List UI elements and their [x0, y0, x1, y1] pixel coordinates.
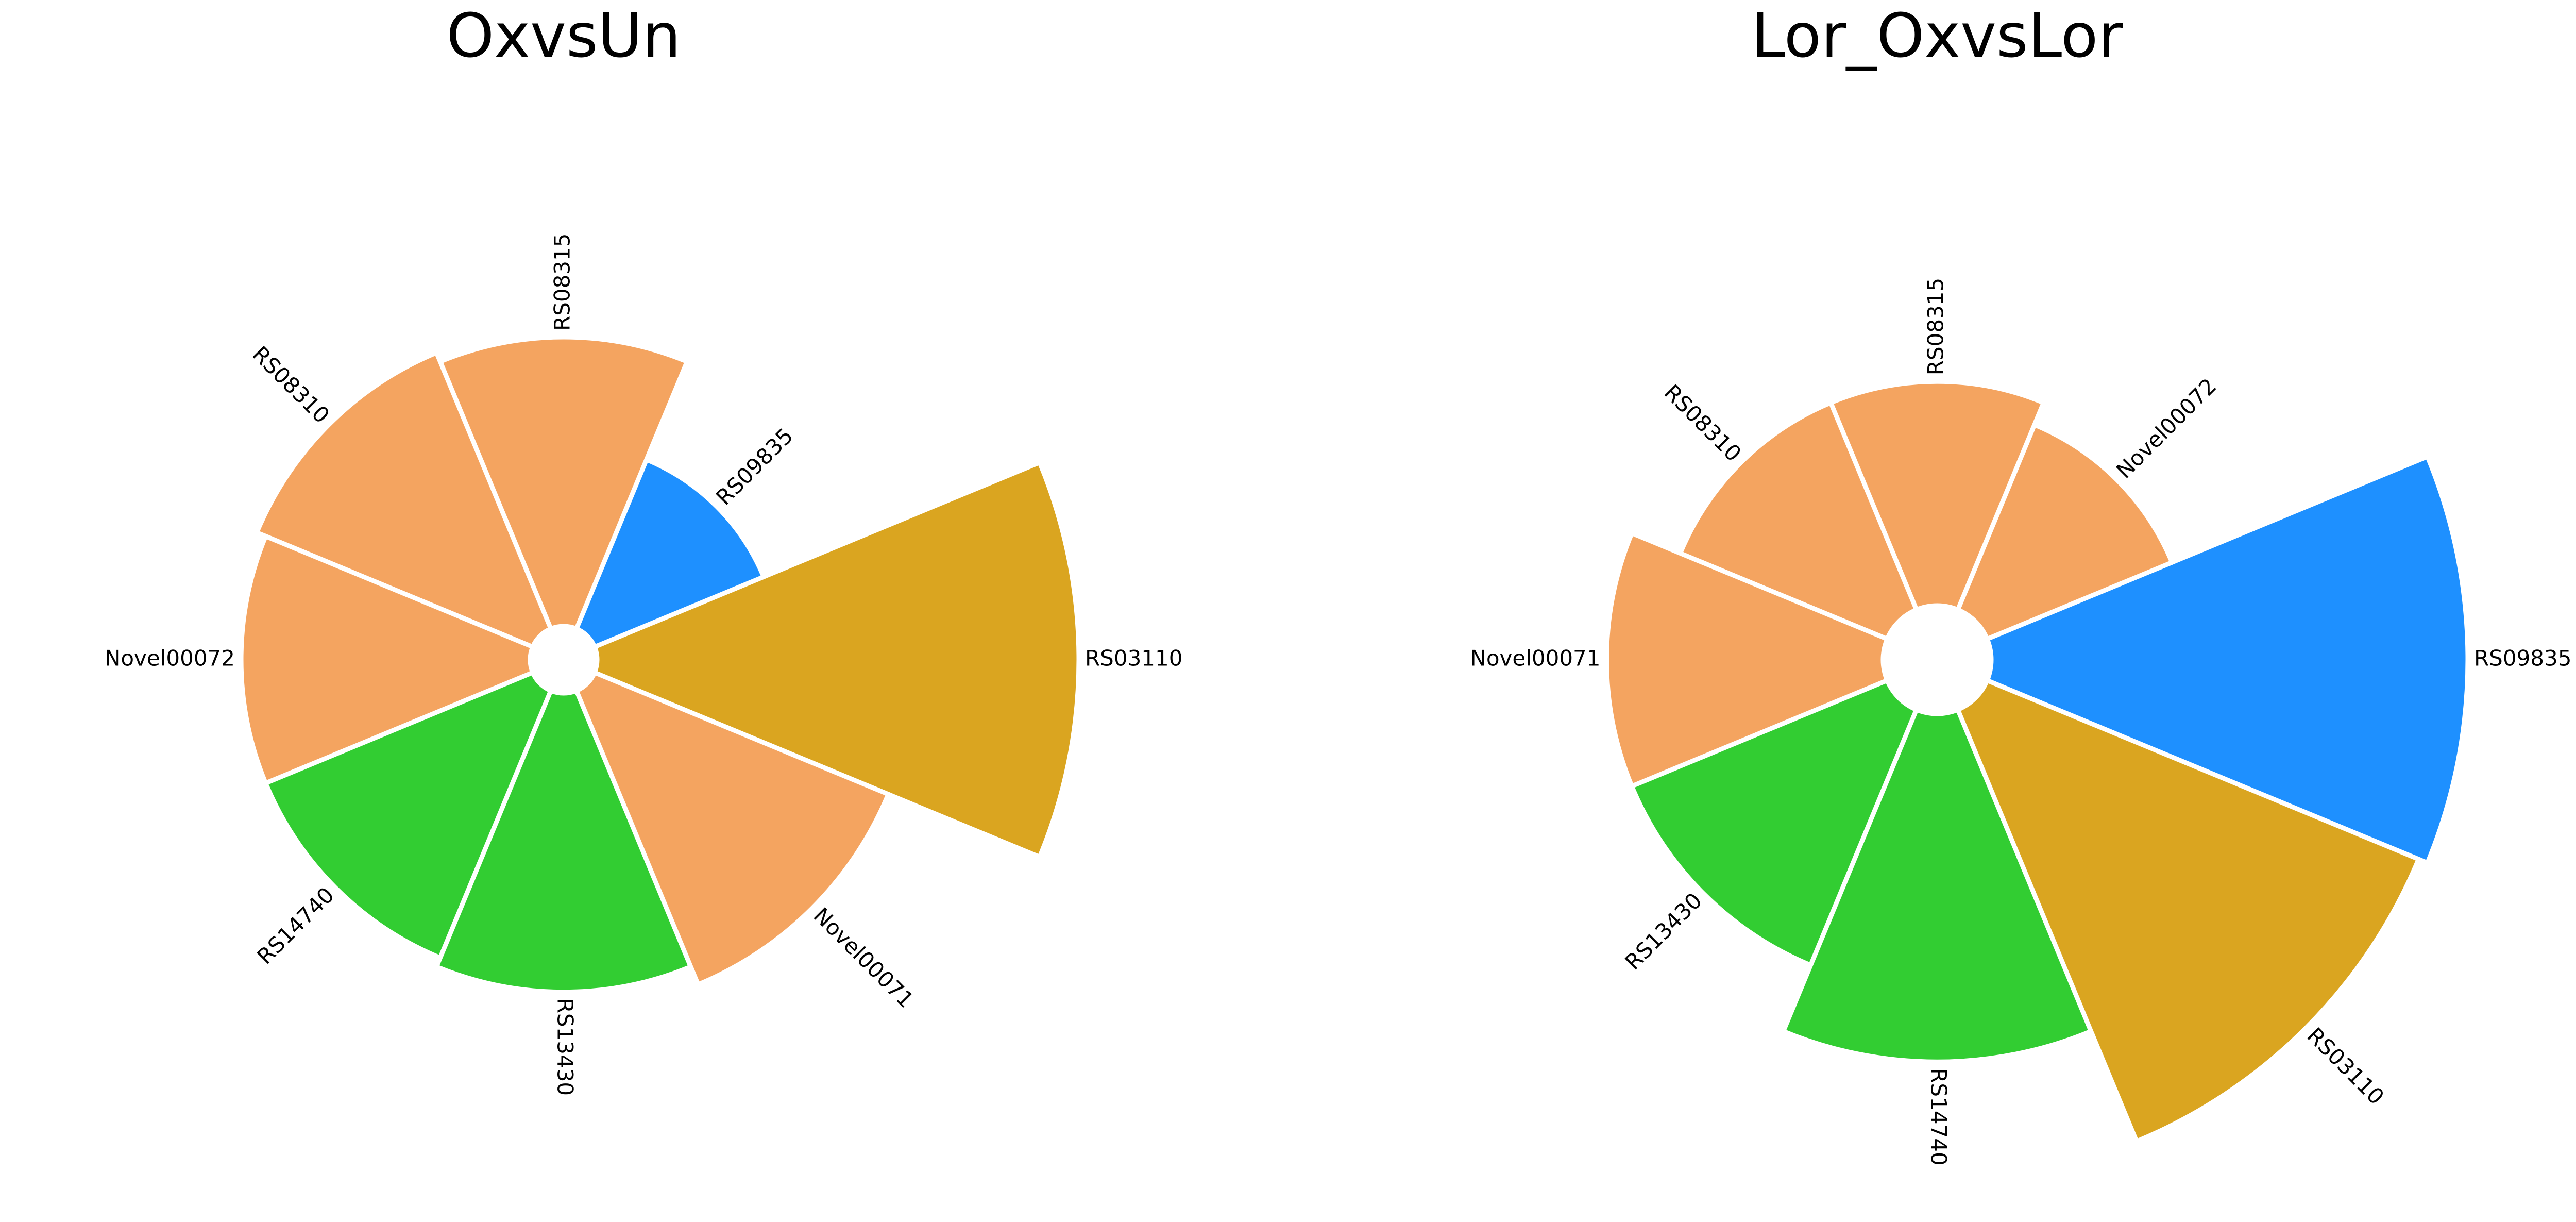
bar-group [1604, 379, 2470, 1145]
radial-chart-oxvsun: OxvsUn RS03110RS09835RS08315RS08310Novel… [105, 0, 1183, 1096]
category-label-novel00071: Novel00071 [1470, 646, 1600, 671]
center-hole [530, 626, 597, 693]
category-label-rs14740: RS14740 [1926, 1068, 1952, 1165]
category-label-rs03110: RS03110 [1085, 646, 1182, 671]
category-label-rs13430: RS13430 [553, 998, 578, 1096]
chart-title: Lor_OxvsLor [1751, 0, 2123, 71]
category-label-rs08315: RS08315 [550, 233, 575, 331]
category-label-rs09835: RS09835 [2474, 646, 2571, 671]
category-label-novel00072: Novel00072 [105, 646, 235, 671]
category-label-rs08315: RS08315 [1923, 278, 1948, 375]
center-hole [1883, 606, 1991, 714]
bar-group [239, 334, 1081, 995]
radial-chart-lor-oxvslor: Lor_OxvsLor RS09835Novel00072RS08315RS08… [1470, 0, 2571, 1166]
chart-title: OxvsUn [446, 0, 681, 71]
